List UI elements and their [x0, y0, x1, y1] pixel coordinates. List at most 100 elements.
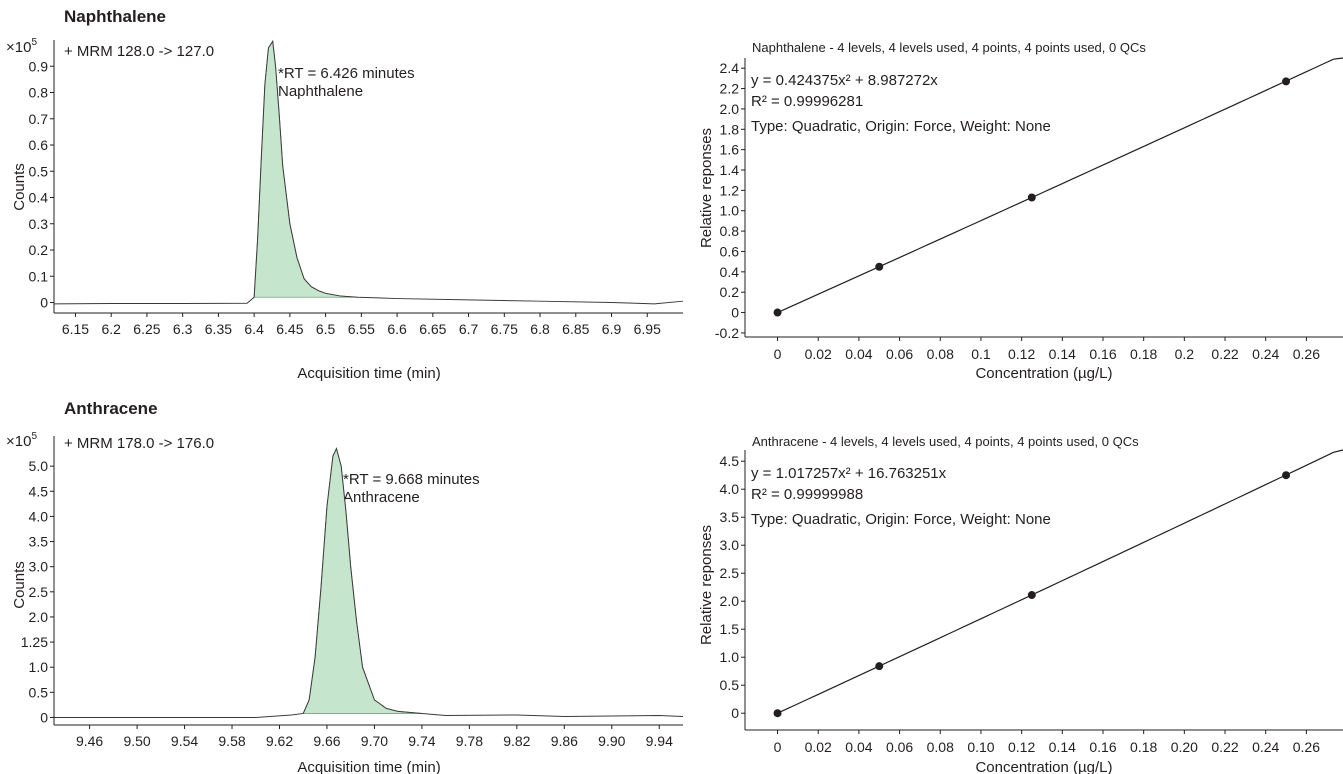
- x-tick-label: 0.06: [886, 739, 913, 755]
- r-squared: R² = 0.99999988: [751, 486, 863, 503]
- x-tick-label: 6.45: [276, 321, 303, 337]
- fit-type: Type: Quadratic, Origin: Force, Weight: …: [751, 511, 1051, 528]
- x-tick-label: 0.12: [1008, 346, 1035, 362]
- y-tick-label: 0: [40, 709, 48, 725]
- x-tick-label: 9.78: [456, 733, 483, 749]
- fit-equation: y = 0.424375x² + 8.987272x: [751, 72, 938, 89]
- rt-annotation: *RT = 9.668 minutes: [343, 471, 480, 488]
- x-tick-label: 6.4: [244, 321, 264, 337]
- y-tick-label: 4.0: [29, 508, 49, 524]
- y-tick-label: 1.5: [720, 621, 740, 637]
- x-tick-label: 0.24: [1252, 739, 1279, 755]
- peak-annotation: Naphthalene: [278, 83, 363, 100]
- x-tick-label: 9.62: [266, 733, 293, 749]
- x-tick-label: 0.10: [967, 739, 994, 755]
- y-tick-label: 4.0: [720, 481, 740, 497]
- y-tick-label: 0.5: [29, 163, 49, 179]
- calibration-point: [773, 308, 782, 317]
- y-tick-label: 5.0: [29, 458, 49, 474]
- calibration-point: [773, 709, 782, 718]
- x-tick-label: 6.35: [205, 321, 232, 337]
- x-tick-label: 9.58: [218, 733, 245, 749]
- chromatogram-title: Anthracene: [64, 399, 158, 418]
- x-tick-label: 0.12: [1008, 739, 1035, 755]
- y-tick-label: 1.8: [720, 121, 740, 137]
- y-axis-label: Relative reponses: [698, 525, 715, 645]
- x-tick-label: 9.86: [551, 733, 578, 749]
- y-tick-label: 0.4: [29, 190, 49, 206]
- y-tick-label: 1.0: [720, 649, 740, 665]
- x-tick-label: 0.14: [1049, 346, 1076, 362]
- fit-type: Type: Quadratic, Origin: Force, Weight: …: [751, 118, 1051, 135]
- x-tick-label: 0.04: [845, 739, 872, 755]
- r-squared: R² = 0.99996281: [751, 93, 863, 110]
- y-tick-label: 0.6: [29, 137, 49, 153]
- y-axis-label: Relative reponses: [698, 128, 715, 248]
- x-tick-label: 0.02: [805, 346, 832, 362]
- x-tick-label: 9.46: [76, 733, 103, 749]
- anthracene-calibration: Anthracene - 4 levels, 4 levels used, 4 …: [698, 434, 1343, 774]
- x-tick-label: 6.3: [173, 321, 193, 337]
- x-tick-label: 0.20: [1171, 739, 1198, 755]
- y-tick-label: 0.1: [29, 268, 49, 284]
- y-tick-label: 0.8: [29, 85, 49, 101]
- x-tick-label: 6.25: [133, 321, 160, 337]
- x-tick-label: 0.26: [1293, 346, 1320, 362]
- calibration-point: [1027, 193, 1036, 202]
- calibration-point: [875, 662, 884, 671]
- y-tick-label: 0.5: [720, 677, 740, 693]
- y-tick-label: 1.2: [720, 182, 740, 198]
- mrm-transition: + MRM 128.0 -> 127.0: [64, 43, 214, 60]
- calibration-point: [1282, 77, 1291, 86]
- x-tick-label: 6.75: [491, 321, 518, 337]
- y-tick-label: 0.3: [29, 216, 49, 232]
- y-tick-label: 2.2: [720, 81, 740, 97]
- x-tick-label: 6.9: [602, 321, 622, 337]
- x-tick-label: 0.18: [1130, 739, 1157, 755]
- x-axis-label: Acquisition time (min): [297, 759, 440, 774]
- chromatogram-trace: [53, 39, 684, 305]
- x-tick-label: 0.06: [886, 346, 913, 362]
- y-tick-label: 0.2: [29, 242, 49, 258]
- x-tick-label: 9.70: [361, 733, 388, 749]
- anthracene-chromatogram: Anthracene ×105 + MRM 178.0 -> 176.0 *RT…: [6, 399, 684, 774]
- x-tick-label: 0.2: [1175, 346, 1195, 362]
- y-tick-label: 0: [731, 705, 739, 721]
- y-tick-label: 1.6: [720, 142, 740, 158]
- naphthalene-chromatogram: Naphthalene ×105 + MRM 128.0 -> 127.0 *R…: [6, 7, 684, 382]
- y-multiplier: ×105: [6, 431, 37, 450]
- calibration-point: [1027, 591, 1036, 600]
- y-multiplier: ×105: [6, 37, 37, 56]
- x-tick-label: 9.74: [408, 733, 435, 749]
- rt-annotation: *RT = 6.426 minutes: [278, 65, 415, 82]
- x-tick-label: 0.16: [1089, 346, 1116, 362]
- y-tick-label: 4.5: [720, 453, 740, 469]
- y-tick-label: 0: [40, 295, 48, 311]
- x-tick-label: 6.8: [530, 321, 550, 337]
- x-axis-label: Acquisition time (min): [297, 365, 440, 382]
- x-tick-label: 9.66: [313, 733, 340, 749]
- y-axis-label: Counts: [11, 163, 28, 211]
- y-tick-label: 0.2: [720, 284, 740, 300]
- y-tick-label: 0.9: [29, 58, 49, 74]
- x-tick-label: 0.08: [927, 739, 954, 755]
- y-tick-label: 2.4: [720, 60, 740, 76]
- x-tick-label: 0.22: [1211, 346, 1238, 362]
- x-tick-label: 0: [774, 739, 782, 755]
- x-tick-label: 6.15: [62, 321, 89, 337]
- y-tick-label: 3.0: [29, 559, 49, 575]
- y-tick-label: 0.5: [29, 684, 49, 700]
- x-tick-label: 6.7: [459, 321, 479, 337]
- y-tick-label: 1.25: [21, 634, 48, 650]
- fit-line: [777, 57, 1343, 314]
- y-axis-label: Counts: [11, 561, 28, 609]
- x-tick-label: 6.2: [101, 321, 121, 337]
- y-tick-label: 3.5: [720, 509, 740, 525]
- x-tick-label: 0.16: [1089, 739, 1116, 755]
- x-tick-label: 0.26: [1293, 739, 1320, 755]
- x-tick-label: 6.6: [387, 321, 407, 337]
- y-tick-label: 0.8: [720, 223, 740, 239]
- x-tick-label: 0.08: [927, 346, 954, 362]
- y-tick-label: 2.5: [720, 565, 740, 581]
- x-tick-label: 0.02: [805, 739, 832, 755]
